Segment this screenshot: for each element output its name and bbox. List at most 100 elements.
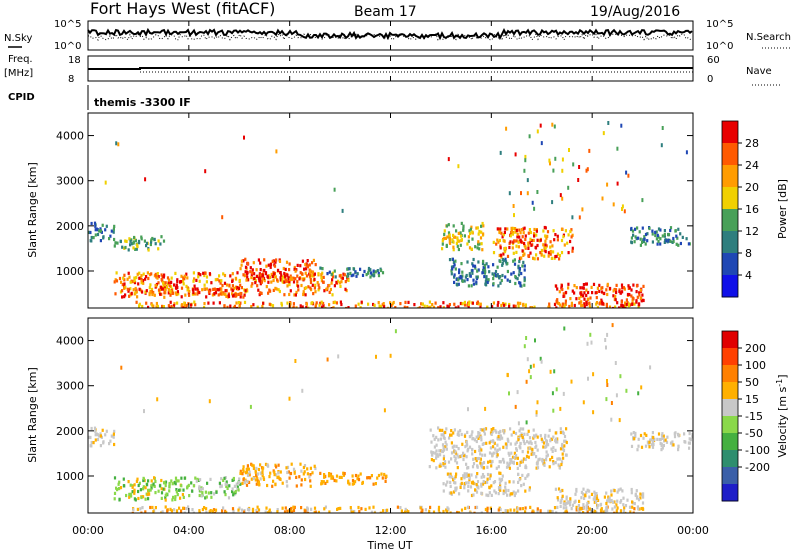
data-cell bbox=[552, 250, 555, 254]
data-cell bbox=[443, 436, 446, 440]
data-cell bbox=[516, 277, 519, 281]
data-cell bbox=[557, 463, 560, 467]
data-cell bbox=[266, 275, 270, 279]
data-cell bbox=[511, 232, 514, 236]
data-cell bbox=[90, 221, 93, 226]
data-cell bbox=[132, 241, 135, 245]
data-cell bbox=[635, 299, 638, 303]
data-cell bbox=[454, 259, 457, 263]
data-cell bbox=[219, 281, 222, 285]
data-cell bbox=[518, 235, 521, 239]
data-cell bbox=[259, 273, 262, 277]
data-cell bbox=[522, 457, 525, 461]
data-cell bbox=[278, 259, 282, 263]
data-cell bbox=[118, 498, 121, 502]
data-cell bbox=[518, 281, 521, 285]
data-cell bbox=[197, 275, 200, 279]
data-cell bbox=[182, 506, 185, 510]
data-cell bbox=[677, 434, 680, 438]
data-cell bbox=[231, 288, 234, 293]
data-cell bbox=[170, 276, 173, 280]
data-cell bbox=[624, 504, 628, 508]
data-cell bbox=[194, 303, 197, 307]
data-cell bbox=[456, 238, 459, 242]
data-cell bbox=[523, 277, 526, 281]
data-cell bbox=[557, 498, 560, 502]
data-cell bbox=[191, 489, 194, 493]
data-cell bbox=[245, 288, 248, 292]
data-cell bbox=[150, 240, 153, 244]
data-cell bbox=[437, 426, 440, 430]
data-cell bbox=[477, 232, 480, 236]
data-cell bbox=[396, 505, 399, 509]
data-cell bbox=[619, 487, 622, 491]
data-cell bbox=[563, 243, 566, 247]
data-cell bbox=[176, 301, 179, 305]
data-cell bbox=[311, 274, 314, 278]
data-cell bbox=[308, 263, 311, 267]
data-cell bbox=[373, 303, 376, 307]
data-cell bbox=[314, 303, 317, 307]
data-cell bbox=[170, 304, 173, 308]
data-cell bbox=[140, 235, 143, 239]
data-cell bbox=[226, 486, 229, 490]
data-cell bbox=[344, 287, 347, 291]
data-cell bbox=[220, 292, 223, 296]
data-cell bbox=[168, 489, 171, 493]
data-cell bbox=[292, 467, 296, 471]
data-cell bbox=[552, 408, 555, 413]
data-cell bbox=[454, 450, 457, 454]
data-cell bbox=[273, 264, 277, 268]
data-cell bbox=[348, 267, 351, 271]
data-cell bbox=[561, 494, 564, 498]
data-cell bbox=[434, 451, 437, 455]
data-cell bbox=[526, 357, 529, 362]
data-cell bbox=[527, 231, 530, 235]
colorbar-cell bbox=[722, 348, 738, 366]
data-cell bbox=[533, 305, 536, 308]
data-cell bbox=[137, 483, 140, 488]
data-cell bbox=[277, 268, 280, 272]
data-cell bbox=[159, 287, 162, 291]
data-cell bbox=[453, 302, 456, 306]
data-cell bbox=[616, 506, 619, 510]
data-cell bbox=[477, 268, 480, 272]
data-cell bbox=[429, 428, 432, 432]
data-cell bbox=[313, 286, 316, 290]
data-cell bbox=[269, 303, 273, 307]
data-cell bbox=[552, 229, 555, 233]
data-cell bbox=[635, 237, 638, 241]
data-cell bbox=[498, 481, 502, 485]
data-cell bbox=[189, 306, 192, 308]
data-cell bbox=[113, 476, 117, 480]
data-cell bbox=[201, 288, 204, 292]
data-cell bbox=[374, 270, 377, 274]
data-cell bbox=[306, 259, 309, 263]
data-cell bbox=[586, 488, 589, 492]
data-cell bbox=[586, 510, 589, 513]
data-cell bbox=[621, 286, 624, 290]
data-cell bbox=[439, 453, 442, 457]
data-cell bbox=[632, 511, 635, 513]
data-cell bbox=[452, 224, 455, 228]
data-cell bbox=[320, 275, 323, 280]
data-cell bbox=[522, 427, 525, 431]
data-cell bbox=[494, 274, 498, 278]
data-cell bbox=[235, 482, 238, 486]
data-cell bbox=[452, 431, 455, 435]
data-cell bbox=[522, 260, 525, 264]
data-cell bbox=[484, 279, 487, 283]
data-cell bbox=[456, 244, 459, 248]
data-cell bbox=[535, 462, 538, 466]
data-cell bbox=[574, 492, 577, 496]
data-cell bbox=[523, 244, 526, 248]
data-cell bbox=[386, 508, 389, 512]
data-cell bbox=[646, 232, 649, 236]
data-cell bbox=[460, 477, 463, 481]
data-cell bbox=[177, 479, 180, 483]
data-cell bbox=[226, 305, 229, 308]
data-cell bbox=[471, 465, 475, 469]
data-cell bbox=[158, 484, 162, 488]
data-cell bbox=[192, 271, 195, 275]
